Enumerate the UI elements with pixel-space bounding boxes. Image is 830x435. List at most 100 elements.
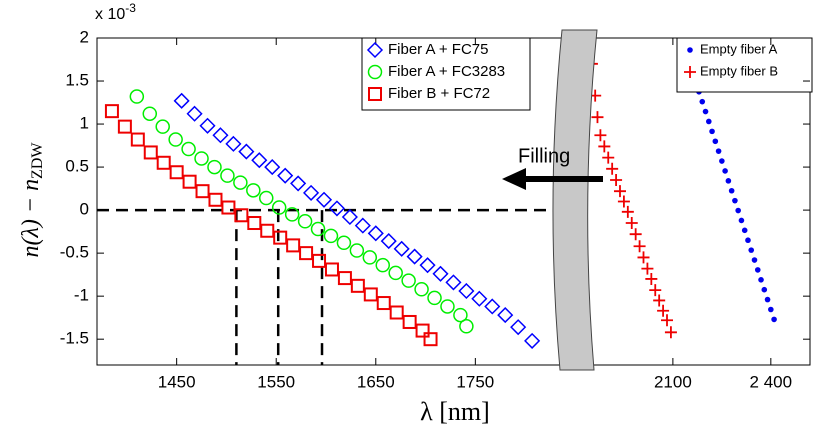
plus-marker	[613, 185, 626, 198]
legend-label: Empty fiber A	[700, 41, 778, 56]
legend-right	[676, 37, 813, 93]
square-marker	[234, 208, 249, 223]
diamond-marker	[510, 319, 527, 336]
dot-marker	[687, 47, 693, 53]
arrow-head	[502, 168, 526, 190]
dot-marker	[702, 108, 709, 115]
diamond-marker	[303, 184, 320, 201]
diamond-marker	[328, 200, 346, 217]
diamond-marker	[238, 143, 255, 160]
dot-marker	[732, 197, 738, 204]
diamond-marker	[497, 307, 514, 324]
square-marker	[273, 230, 288, 245]
circle-marker	[233, 175, 248, 190]
circle-marker	[367, 64, 383, 80]
plus-marker	[661, 314, 674, 327]
circle-marker	[453, 307, 468, 323]
square-marker	[208, 192, 223, 207]
x-axis-label: λ [nm]	[420, 397, 490, 426]
y-tick-label: -1	[74, 286, 89, 305]
diamond-marker	[380, 233, 397, 250]
plus-marker	[629, 228, 642, 241]
plus-marker	[610, 173, 623, 186]
plus-marker	[657, 304, 670, 317]
circle-marker	[284, 207, 300, 222]
diamond-marker	[290, 175, 307, 192]
x-tick-label: 1650	[357, 372, 395, 391]
square-marker	[156, 155, 171, 170]
square-marker	[182, 174, 197, 189]
plus-marker	[684, 66, 696, 78]
plus-marker	[606, 162, 619, 175]
circle-marker	[459, 319, 474, 334]
x-tick-label: 1750	[456, 372, 494, 391]
circle-marker	[336, 235, 352, 251]
circle-marker	[323, 228, 339, 244]
square-marker	[423, 332, 438, 347]
square-marker	[286, 238, 301, 253]
y-tick-label: 0	[80, 200, 89, 219]
circle-marker	[362, 250, 378, 265]
square-marker	[104, 104, 119, 119]
diamond-marker	[524, 332, 541, 349]
dot-marker	[705, 118, 712, 125]
circle-marker	[310, 221, 326, 237]
y-tick-label: 2	[80, 27, 89, 46]
dot-marker	[738, 217, 745, 224]
diamond-marker	[419, 257, 436, 274]
square-marker	[324, 262, 339, 277]
plus-marker	[633, 240, 646, 253]
x-tick-label: 2 400	[750, 372, 793, 391]
dot-marker	[728, 187, 735, 194]
square-marker	[337, 271, 352, 286]
diamond-marker	[277, 167, 294, 184]
diamond-marker	[484, 298, 501, 315]
square-marker	[221, 200, 236, 215]
dot-marker	[745, 237, 751, 244]
square-marker	[195, 184, 210, 199]
y-tick-label: -0.5	[60, 243, 89, 262]
diamond-marker	[225, 135, 242, 152]
circle-marker	[194, 151, 209, 166]
plus-marker	[645, 272, 658, 285]
diamond-marker	[458, 282, 475, 300]
square-marker	[368, 87, 382, 101]
circle-marker	[142, 106, 158, 121]
y-label-sub: ZDW	[29, 142, 46, 179]
dot-marker	[768, 306, 774, 313]
circle-marker	[155, 119, 170, 134]
dot-marker	[725, 178, 732, 184]
y-tick-label: 1	[80, 114, 89, 133]
circle-marker	[349, 243, 365, 258]
dot-marker	[722, 168, 728, 174]
y-tick-label: 0.5	[65, 157, 89, 176]
plus-marker	[664, 326, 677, 339]
plus-marker	[621, 205, 634, 218]
square-marker	[130, 132, 145, 147]
diamond-marker	[199, 117, 216, 134]
dot-marker	[712, 138, 719, 145]
y-label-main: n(λ) − n	[18, 179, 44, 258]
dot-marker	[699, 98, 706, 105]
square-marker	[402, 314, 417, 329]
circle-marker	[427, 290, 442, 306]
legend-label: Fiber B + FC72	[388, 85, 490, 102]
circle-marker	[220, 168, 235, 183]
plus-marker	[649, 284, 662, 297]
diamond-marker	[432, 265, 449, 282]
dot-marker	[719, 158, 725, 164]
plus-marker	[617, 195, 630, 208]
circle-marker	[388, 265, 403, 281]
diamond-marker	[366, 41, 384, 59]
diamond-marker	[341, 208, 358, 226]
square-marker	[143, 145, 158, 160]
diamond-marker	[173, 92, 190, 109]
diamond-marker	[354, 217, 371, 234]
dot-marker	[735, 207, 741, 214]
dot-marker	[709, 128, 715, 135]
plus-marker	[625, 217, 638, 230]
square-marker	[363, 287, 378, 302]
dot-marker	[715, 148, 722, 154]
